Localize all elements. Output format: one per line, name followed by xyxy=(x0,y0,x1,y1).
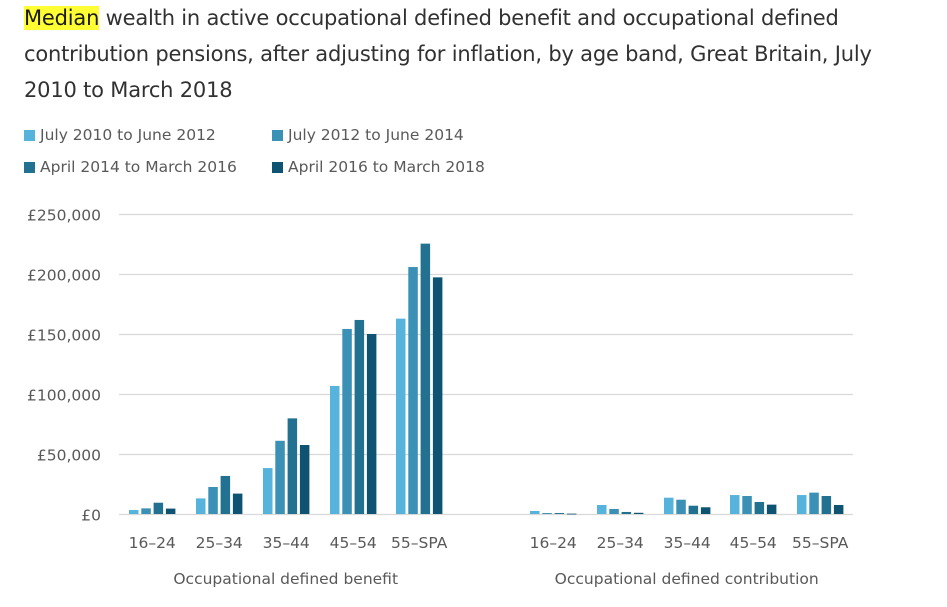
bar xyxy=(700,507,711,514)
bar xyxy=(196,498,206,514)
title-text: wealth in active occupational defined be… xyxy=(24,6,872,102)
legend-swatch-0 xyxy=(24,129,35,141)
title-highlight: Median xyxy=(24,6,100,30)
legend-swatch-2 xyxy=(24,161,35,173)
bar xyxy=(742,496,752,514)
bar xyxy=(165,508,176,514)
bar xyxy=(232,493,243,514)
chart-title: Median wealth in active occupational def… xyxy=(24,0,924,108)
x-tick-label: 45–54 xyxy=(730,534,777,552)
bar xyxy=(129,510,139,514)
x-tick-label: 35–44 xyxy=(263,534,310,552)
legend-item-3: April 2016 to March 2018 xyxy=(272,158,485,176)
bar xyxy=(420,243,431,514)
bar xyxy=(141,508,151,514)
legend-item-1: July 2012 to June 2014 xyxy=(272,126,464,144)
bar xyxy=(566,513,577,515)
bar xyxy=(833,505,844,514)
bars xyxy=(129,243,844,515)
bar xyxy=(354,319,365,514)
bar xyxy=(542,513,552,514)
bar xyxy=(299,445,310,514)
y-tick-label: £150,000 xyxy=(27,327,101,345)
bar xyxy=(766,504,777,514)
x-axis-ticks: 16–24 25–34 35–44 45–54 55–SPA 16–24 25–34 35–4… xyxy=(129,534,849,552)
group-labels: Occupational defined benefit Occupational… xyxy=(173,570,818,588)
bar xyxy=(220,475,231,514)
legend-label-1: July 2012 to June 2014 xyxy=(288,126,464,144)
x-tick-label: 55–SPA xyxy=(391,534,448,552)
bar xyxy=(275,440,285,514)
bar xyxy=(754,502,765,514)
bar xyxy=(821,496,832,514)
bar xyxy=(432,277,443,514)
bar xyxy=(263,468,273,514)
x-tick-label: 35–44 xyxy=(664,534,711,552)
bar xyxy=(664,497,674,514)
x-tick-label: 16–24 xyxy=(530,534,577,552)
x-tick-label: 25–34 xyxy=(597,534,644,552)
bar xyxy=(676,499,686,514)
bar xyxy=(366,334,377,514)
legend-label-2: April 2014 to March 2016 xyxy=(40,158,237,176)
bar xyxy=(396,318,406,514)
y-tick-label: £250,000 xyxy=(27,207,101,225)
bar xyxy=(408,267,418,514)
y-tick-label: £200,000 xyxy=(27,267,101,285)
legend-label-3: April 2016 to March 2018 xyxy=(288,158,485,176)
x-tick-label: 55–SPA xyxy=(792,534,849,552)
y-tick-label: £50,000 xyxy=(37,447,101,465)
y-axis-ticks: £0 £50,000 £100,000 £150,000 £200,000 £250,00… xyxy=(27,207,101,525)
x-tick-label: 16–24 xyxy=(129,534,176,552)
group-label: Occupational defined contribution xyxy=(555,570,819,588)
bar xyxy=(809,492,819,514)
y-tick-label: £0 xyxy=(81,507,101,525)
bar xyxy=(597,505,607,514)
bar xyxy=(797,495,807,514)
y-tick-label: £100,000 xyxy=(27,387,101,405)
bar xyxy=(530,511,540,514)
bar xyxy=(633,512,644,514)
group-label: Occupational defined benefit xyxy=(173,570,398,588)
bar xyxy=(153,502,164,514)
legend-swatch-3 xyxy=(272,161,283,173)
legend-label-0: July 2010 to June 2012 xyxy=(40,126,216,144)
bar xyxy=(342,328,352,514)
legend-item-2: April 2014 to March 2016 xyxy=(24,158,237,176)
x-tick-label: 45–54 xyxy=(330,534,377,552)
bar xyxy=(330,385,340,514)
bar xyxy=(287,418,298,514)
legend-swatch-1 xyxy=(272,129,283,141)
bar xyxy=(621,511,632,514)
bar xyxy=(208,487,218,514)
bar xyxy=(730,495,740,514)
bar xyxy=(554,513,565,514)
gridlines xyxy=(119,213,853,516)
bar xyxy=(609,508,619,514)
legend-item-0: July 2010 to June 2012 xyxy=(24,126,216,144)
bar xyxy=(688,505,699,514)
x-tick-label: 25–34 xyxy=(196,534,243,552)
